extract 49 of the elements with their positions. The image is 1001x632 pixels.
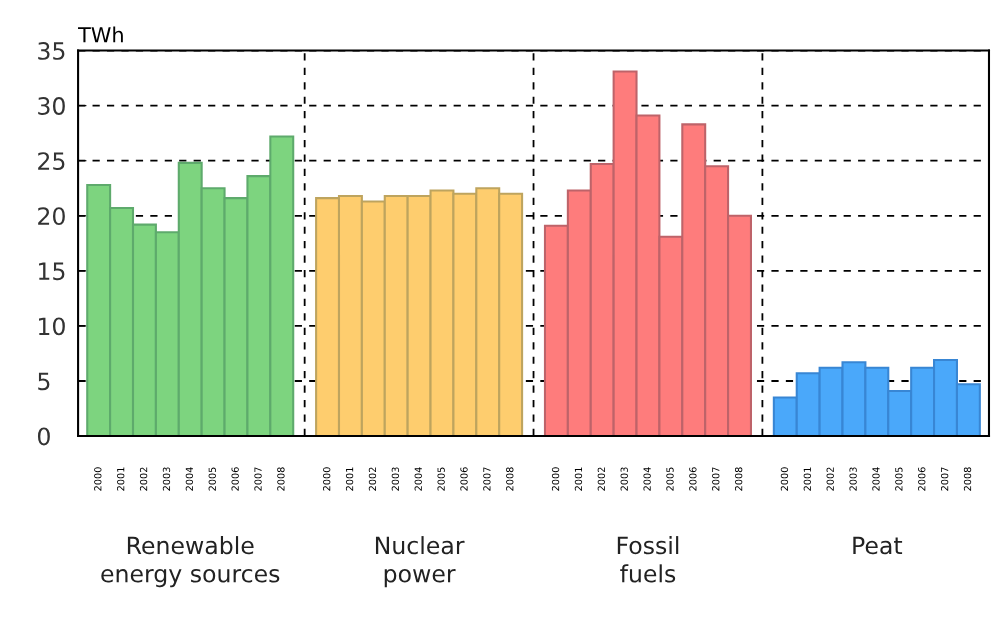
- x-tick-label: 2008: [506, 467, 514, 491]
- x-tick-label: 2004: [185, 467, 194, 491]
- x-tick-label: 2006: [460, 467, 468, 491]
- x-tick-label: 2004: [643, 467, 651, 491]
- x-tick-label: 2005: [895, 467, 903, 491]
- x-tick-label: 2002: [597, 467, 606, 491]
- x-tick-label: 2001: [345, 467, 354, 491]
- y-tick-label: 15: [39, 262, 65, 281]
- x-tick-label: 2007: [712, 467, 720, 491]
- y-tick-label: 10: [39, 317, 65, 336]
- text: Peat: [853, 536, 903, 555]
- x-tick-label: 2008: [963, 467, 972, 491]
- x-tick-label: 2003: [391, 467, 400, 491]
- y-tick-label: 5: [38, 372, 50, 391]
- x-tick-label: 2005: [208, 467, 216, 491]
- x-tick-label: 2007: [483, 467, 491, 491]
- y-axis-title: TWh: [78, 26, 123, 43]
- x-tick-label: 2007: [940, 467, 949, 491]
- x-tick-label: 2001: [117, 467, 125, 491]
- x-tick-label: 2006: [918, 467, 926, 491]
- x-tick-label: 2003: [849, 467, 857, 491]
- x-tick-label: 2004: [872, 467, 880, 491]
- x-tick-label: 2008: [734, 467, 743, 491]
- x-tick-label: 2002: [139, 467, 148, 491]
- text: Renewable energy sources: [101, 536, 280, 588]
- x-tick-label: 2002: [826, 467, 834, 491]
- y-tick-label: 35: [38, 42, 65, 60]
- x-tick-label: 2000: [94, 467, 102, 491]
- x-tick-label: 2000: [551, 467, 560, 491]
- x-tick-label: 2001: [803, 467, 811, 491]
- text: Nuclear power: [375, 536, 465, 588]
- x-tick-label: 2007: [254, 467, 262, 491]
- y-tick-label: 30: [38, 97, 65, 115]
- x-tick-label: 2008: [277, 467, 285, 491]
- x-tick-label: 2004: [414, 467, 422, 491]
- x-tick-label: 2000: [780, 467, 789, 491]
- x-tick-label: 2003: [162, 467, 171, 491]
- x-tick-label: 2003: [620, 467, 628, 491]
- x-tick-label: 2001: [574, 467, 583, 491]
- x-tick-label: 2000: [323, 467, 331, 491]
- y-tick-label: 25: [38, 152, 65, 171]
- y-tick-label: 0: [37, 427, 50, 446]
- x-tick-label: 2006: [231, 467, 239, 491]
- y-tick-label: 20: [38, 207, 65, 226]
- x-tick-label: 2005: [437, 467, 445, 491]
- x-tick-label: 2002: [368, 467, 377, 491]
- x-tick-label: 2005: [666, 467, 674, 491]
- text: Fossil fuels: [617, 536, 679, 583]
- x-tick-label: 2006: [689, 467, 697, 491]
